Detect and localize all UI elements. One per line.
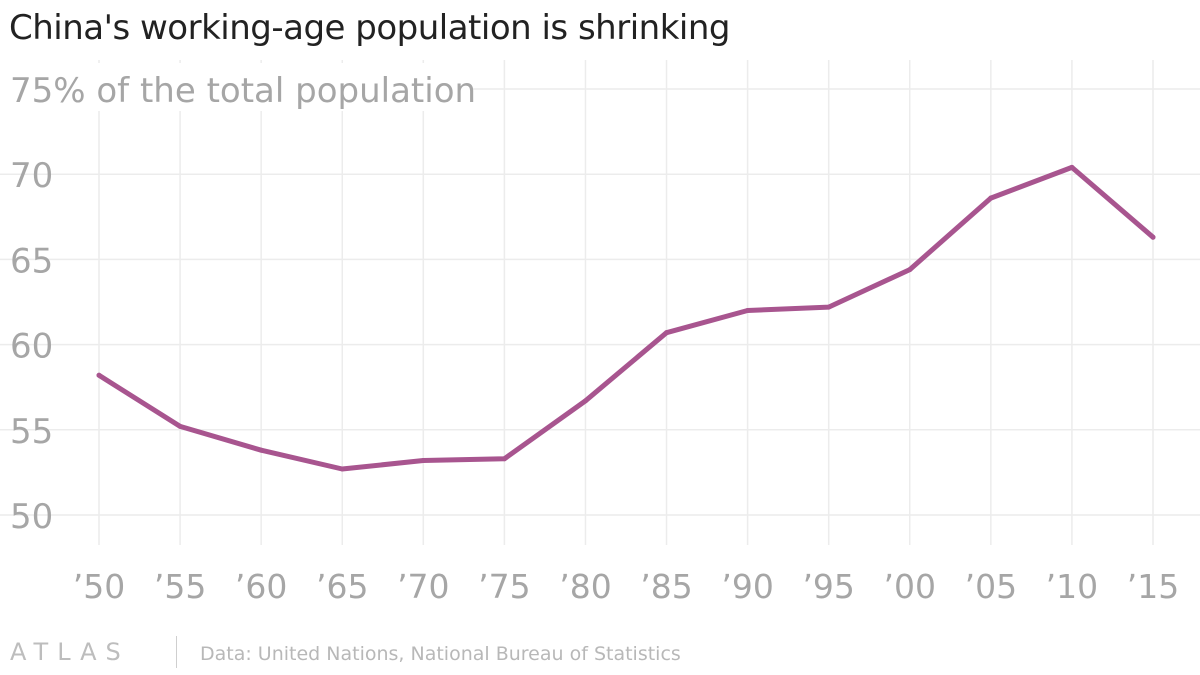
x-tick-label-2010: ’10 [1046, 567, 1098, 606]
series-line-0 [96, 164, 1156, 472]
axis-labels: 75% of the total population 50 55 60 65 70 ’50… [0, 63, 1179, 606]
x-tick-label-1955: ’55 [154, 567, 206, 606]
data-point-1950 [96, 372, 102, 378]
data-point-1965 [339, 466, 345, 472]
footer: ATLAS Data: United Nations, National Bur… [0, 632, 1200, 672]
x-tick-label-1950: ’50 [73, 567, 125, 606]
x-tick-label-1970: ’70 [397, 567, 449, 606]
y-tick-label-70: 70 [10, 156, 53, 196]
x-tick-label-1985: ’85 [640, 567, 692, 606]
data-point-1995 [826, 304, 832, 310]
x-tick-label-1980: ’80 [559, 567, 611, 606]
data-point-1960 [258, 447, 264, 453]
top-label-backing [0, 63, 470, 111]
data-point-1955 [177, 423, 183, 429]
data-point-1980 [582, 398, 588, 404]
y-tick-label-50: 50 [10, 497, 53, 537]
y-tick-label-65: 65 [10, 241, 53, 281]
footer-divider [176, 636, 177, 668]
series-layer [96, 164, 1156, 472]
data-point-1985 [664, 330, 670, 336]
x-tick-label-2015: ’15 [1127, 567, 1179, 606]
data-point-1990 [745, 308, 751, 314]
data-point-2005 [988, 195, 994, 201]
x-tick-label-1960: ’60 [235, 567, 287, 606]
y-tick-label-55: 55 [10, 412, 53, 452]
chart-title: China's working-age population is shrink… [9, 8, 730, 48]
x-tick-label-2005: ’05 [965, 567, 1017, 606]
data-point-2000 [907, 267, 913, 273]
line-chart: 75% of the total population 50 55 60 65 70 ’50… [0, 60, 1200, 606]
x-tick-label-1975: ’75 [478, 567, 530, 606]
y-tick-label-60: 60 [10, 327, 53, 367]
data-point-2015 [1150, 234, 1156, 240]
source-note: Data: United Nations, National Bureau of… [200, 643, 681, 665]
grid-layer [0, 60, 1200, 545]
data-point-1975 [501, 456, 507, 462]
data-point-2010 [1069, 164, 1075, 170]
x-tick-label-1990: ’90 [721, 567, 773, 606]
x-tick-label-1965: ’65 [316, 567, 368, 606]
x-tick-label-1995: ’95 [802, 567, 854, 606]
data-point-1970 [420, 457, 426, 463]
atlas-logo: ATLAS [10, 638, 130, 666]
top-axis-label: 75% of the total population [10, 71, 476, 111]
x-tick-label-2000: ’00 [884, 567, 936, 606]
